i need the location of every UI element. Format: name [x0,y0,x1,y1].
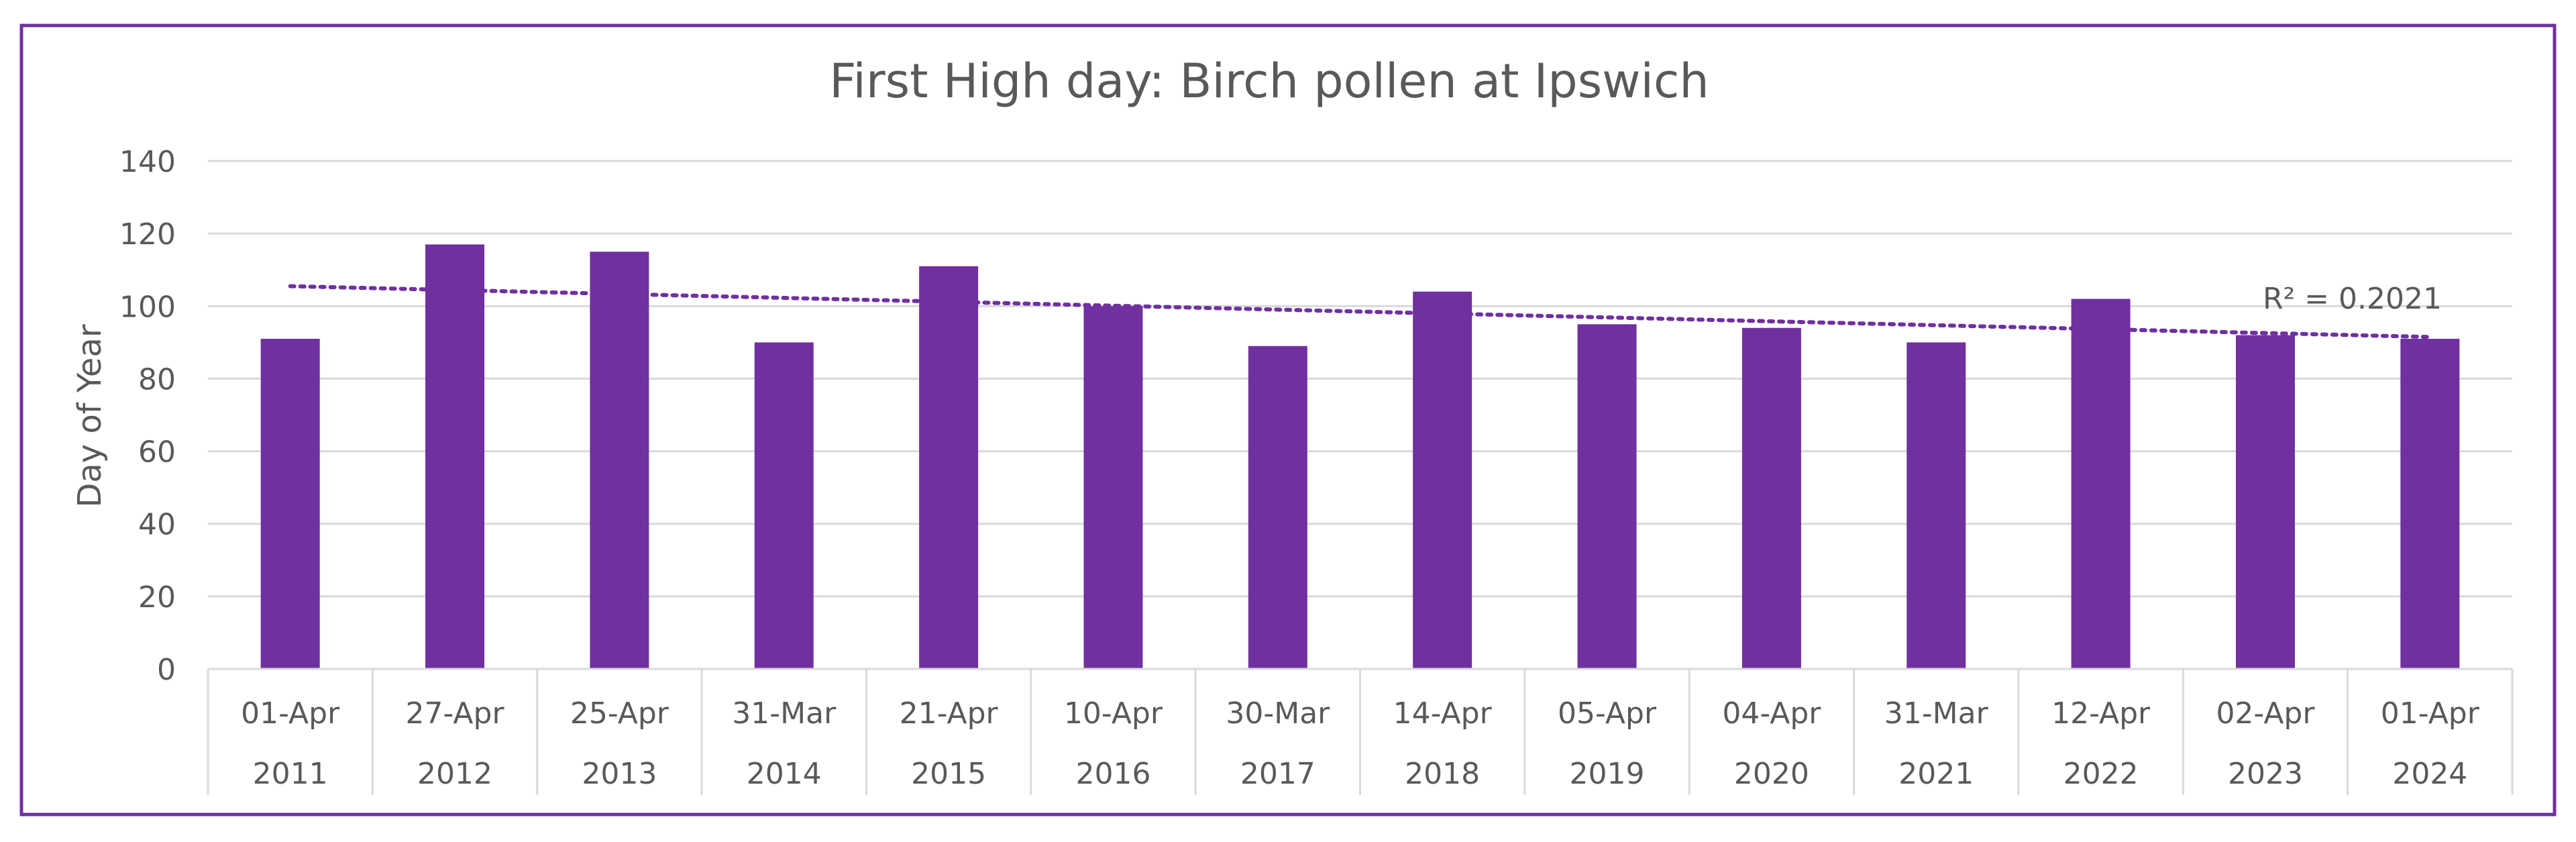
x-tick-label-date: 21-Apr [900,696,999,731]
x-tick-label-year: 2014 [747,757,822,791]
y-tick-labels: 0 20 40 60 80 100 120 140 [119,145,176,687]
x-tick-label-year: 2019 [1570,757,1645,791]
bar [260,338,320,669]
bar [1248,346,1307,669]
x-tick-label-date: 02-Apr [2216,696,2315,731]
y-tick-label: 0 [157,653,176,687]
x-tick-label-year: 2018 [1405,757,1480,791]
x-tick-label-date: 05-Apr [1558,696,1657,731]
y-tick-label: 140 [119,145,176,179]
x-tick-label-date: 01-Apr [241,696,340,731]
bar [1577,324,1637,670]
bar [919,266,979,669]
x-tick-label-date: 27-Apr [406,696,505,731]
y-tick-label: 40 [138,508,176,542]
x-tick-label-year: 2024 [2392,757,2467,791]
bar [2400,338,2460,669]
y-axis-label: Day of Year [71,324,109,507]
y-tick-label: 100 [119,290,176,324]
bar [425,244,485,670]
x-tick-label-date: 14-Apr [1393,696,1493,731]
bar [1413,291,1472,670]
trendline-group [288,284,2432,339]
y-tick-label: 60 [138,435,176,470]
bars [260,244,2460,670]
y-tick-label: 120 [119,217,176,252]
bar [1083,306,1143,669]
x-tick-label-date: 31-Mar [732,696,837,731]
x-tick-label-year: 2017 [1240,757,1316,791]
x-axis: 01-Apr 2011 27-Apr 2012 25-Apr 2013 31-Mar 2014… [207,668,2514,795]
x-tick-label-year: 2020 [1734,757,1809,791]
bar [1741,327,1801,669]
x-tick-label-year: 2022 [2063,757,2139,791]
x-tick-label-date: 25-Apr [570,696,669,731]
r-squared-label: R² = 0.2021 [2263,282,2442,316]
x-tick-label-year: 2011 [253,757,328,791]
x-tick-label-date: 30-Mar [1226,696,1330,731]
x-tick-label-year: 2023 [2228,757,2303,791]
chart-title: First High day: Birch pollen at Ipswich [829,54,1709,109]
bar [754,342,814,669]
bar [2235,335,2295,669]
x-tick-label-date: 10-Apr [1064,696,1163,731]
x-tick-label-date: 12-Apr [2051,696,2151,731]
y-tick-label: 20 [138,580,176,615]
x-tick-label-year: 2016 [1075,757,1150,791]
bar [1907,342,1966,669]
x-tick-label-year: 2013 [582,757,657,791]
x-tick-label-year: 2021 [1898,757,1974,791]
bar [2071,299,2131,669]
x-tick-label-date: 01-Apr [2381,696,2480,731]
trendline [288,284,2432,339]
x-tick-label-year: 2015 [911,757,986,791]
x-tick-label-year: 2012 [417,757,492,791]
y-tick-label: 80 [138,362,176,397]
x-tick-label-date: 31-Mar [1884,696,1989,731]
x-tick-label-date: 04-Apr [1722,696,1821,731]
bar [590,252,649,669]
